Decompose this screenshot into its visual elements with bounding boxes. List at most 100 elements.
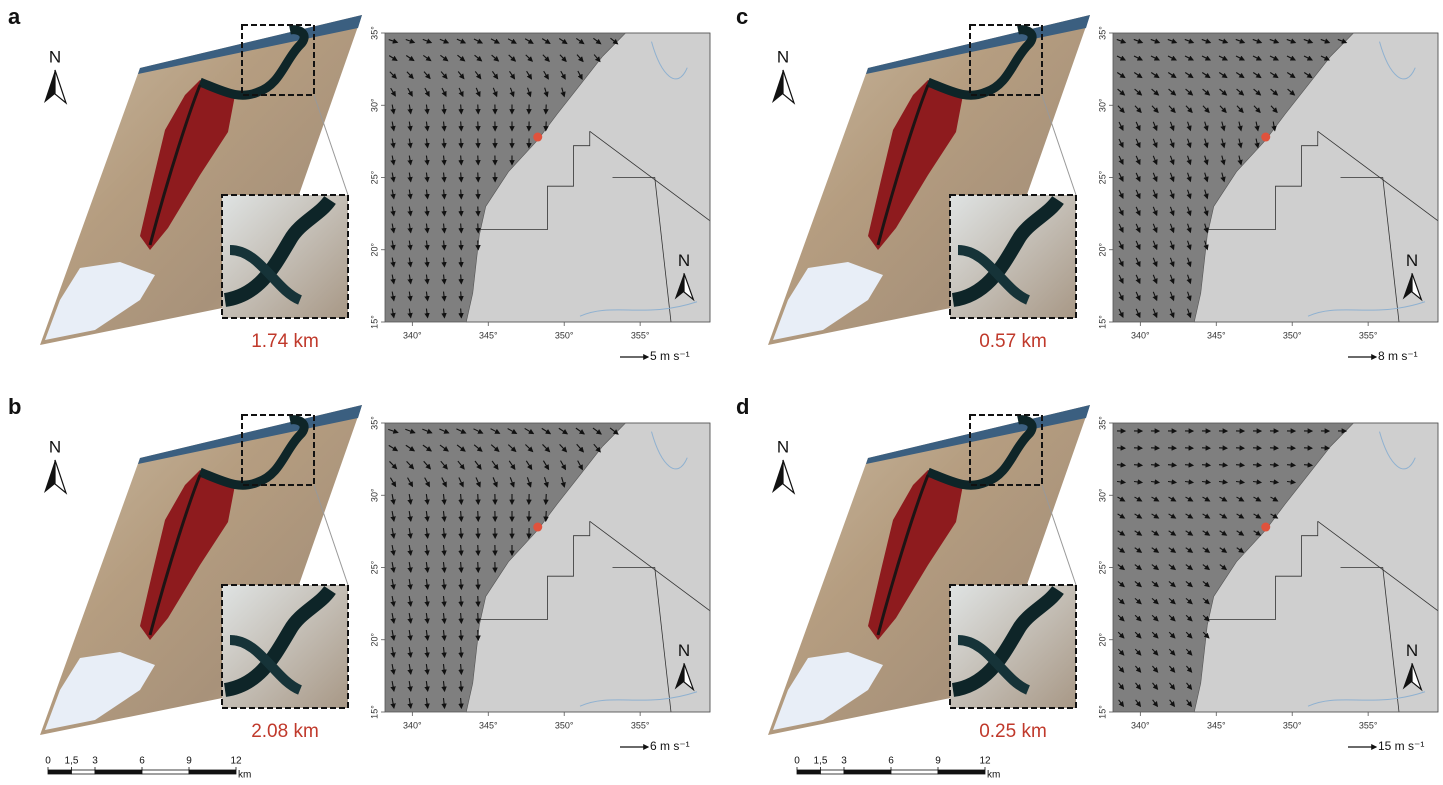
scale-unit: km bbox=[987, 770, 1000, 781]
wind-arrow bbox=[461, 630, 462, 640]
lat-tick-label: 30° bbox=[369, 488, 379, 502]
distance-label: 0.57 km bbox=[979, 331, 1047, 352]
north-arrow-left bbox=[772, 460, 783, 493]
north-label: N bbox=[1406, 251, 1418, 270]
lat-tick-label: 20° bbox=[369, 243, 379, 257]
lat-tick-label: 35° bbox=[1097, 26, 1107, 40]
wind-arrow bbox=[461, 241, 462, 250]
panel: aN1.74 kmN340°345°350°355°15°20°25°30°35… bbox=[8, 4, 710, 363]
wind-arrow bbox=[1202, 465, 1210, 466]
scale-tick-label: 0 bbox=[794, 756, 800, 767]
wind-arrow bbox=[1270, 465, 1278, 466]
wind-arrow bbox=[461, 494, 462, 504]
wind-arrow bbox=[461, 309, 462, 318]
scale-segment bbox=[142, 770, 189, 774]
north-label: N bbox=[777, 47, 789, 66]
wind-arrow bbox=[461, 275, 462, 284]
lat-tick-label: 35° bbox=[1097, 416, 1107, 430]
scale-tick-label: 6 bbox=[888, 756, 894, 767]
wind-arrow bbox=[461, 647, 462, 657]
wind-scale-label: 5 m s⁻¹ bbox=[650, 349, 690, 363]
wind-arrow bbox=[1219, 465, 1227, 466]
wind-arrow bbox=[461, 122, 462, 131]
scale-tick-label: 3 bbox=[841, 756, 847, 767]
lon-tick-label: 355° bbox=[631, 720, 650, 730]
site-marker bbox=[533, 133, 542, 142]
lat-tick-label: 25° bbox=[1097, 560, 1107, 574]
scale-bar: 01,536912km bbox=[794, 756, 1000, 781]
wind-arrow bbox=[478, 545, 479, 555]
scale-unit: km bbox=[238, 770, 251, 781]
wind-arrow bbox=[461, 105, 462, 114]
figure: aN1.74 kmN340°345°350°355°15°20°25°30°35… bbox=[0, 0, 1443, 785]
wind-arrow bbox=[461, 596, 462, 606]
lon-tick-label: 350° bbox=[1283, 720, 1302, 730]
scale-segment bbox=[891, 770, 938, 774]
north-arrow-right bbox=[55, 460, 66, 493]
lat-tick-label: 30° bbox=[369, 98, 379, 112]
scale-segment bbox=[938, 770, 985, 774]
zoom-connector bbox=[1042, 95, 1076, 195]
lon-tick-label: 355° bbox=[631, 330, 650, 340]
scale-tick-label: 6 bbox=[139, 756, 145, 767]
wind-arrow bbox=[461, 190, 462, 199]
distance-label: 1.74 km bbox=[251, 331, 319, 352]
wind-arrow bbox=[1304, 465, 1312, 466]
wind-arrow bbox=[546, 511, 547, 521]
wind-arrow bbox=[478, 494, 479, 504]
wind-arrow bbox=[461, 258, 462, 267]
wind-arrow bbox=[461, 224, 462, 233]
site-marker bbox=[1261, 133, 1270, 142]
wind-arrow bbox=[461, 156, 462, 165]
scale-bar: 01,536912km bbox=[45, 756, 251, 781]
site-marker bbox=[1261, 523, 1270, 532]
wind-arrow bbox=[461, 545, 462, 555]
scale-tick-label: 12 bbox=[979, 756, 991, 767]
wind-arrow bbox=[1168, 465, 1176, 466]
lon-tick-label: 345° bbox=[479, 720, 498, 730]
north-arrow-left bbox=[44, 460, 55, 493]
scale-segment bbox=[797, 770, 821, 774]
wind-arrow bbox=[461, 681, 462, 691]
wind-arrow bbox=[461, 139, 462, 148]
lon-tick-label: 345° bbox=[479, 330, 498, 340]
north-label: N bbox=[49, 437, 61, 456]
lat-tick-label: 15° bbox=[369, 315, 379, 329]
lat-tick-label: 20° bbox=[369, 633, 379, 647]
site-marker bbox=[533, 523, 542, 532]
wind-scale-label: 15 m s⁻¹ bbox=[1378, 739, 1424, 753]
wind-arrow bbox=[461, 579, 462, 589]
wind-arrow bbox=[478, 630, 479, 640]
wind-arrow bbox=[1253, 465, 1261, 466]
scale-segment bbox=[821, 770, 845, 774]
wind-arrow bbox=[461, 173, 462, 182]
lon-tick-label: 340° bbox=[1131, 720, 1150, 730]
wind-arrow bbox=[546, 494, 547, 504]
lon-tick-label: 340° bbox=[403, 720, 422, 730]
panel-label: a bbox=[8, 4, 21, 29]
panel: dN0.25 kmN340°345°350°355°15°20°25°30°35… bbox=[736, 394, 1438, 753]
panel: bN2.08 kmN340°345°350°355°15°20°25°30°35… bbox=[8, 394, 710, 753]
wind-arrow bbox=[461, 613, 462, 623]
wind-arrow bbox=[1134, 465, 1142, 466]
north-arrow-left bbox=[772, 70, 783, 103]
scale-tick-label: 1,5 bbox=[814, 756, 828, 767]
north-label: N bbox=[1406, 641, 1418, 660]
lat-tick-label: 15° bbox=[1097, 705, 1107, 719]
wind-arrow bbox=[478, 579, 479, 589]
scale-tick-label: 0 bbox=[45, 756, 51, 767]
wind-arrow bbox=[478, 562, 479, 572]
wind-arrow bbox=[478, 613, 479, 623]
wind-scale-label: 6 m s⁻¹ bbox=[650, 739, 690, 753]
lon-tick-label: 340° bbox=[1131, 330, 1150, 340]
zoom-connector bbox=[314, 95, 348, 195]
lon-tick-label: 350° bbox=[1283, 330, 1302, 340]
lon-tick-label: 340° bbox=[403, 330, 422, 340]
wind-arrow bbox=[461, 664, 462, 674]
wind-arrow bbox=[478, 528, 479, 538]
zoom-connector bbox=[1042, 485, 1076, 585]
lat-tick-label: 25° bbox=[369, 560, 379, 574]
zoom-connector bbox=[314, 485, 348, 585]
lat-tick-label: 25° bbox=[1097, 170, 1107, 184]
lat-tick-label: 15° bbox=[369, 705, 379, 719]
